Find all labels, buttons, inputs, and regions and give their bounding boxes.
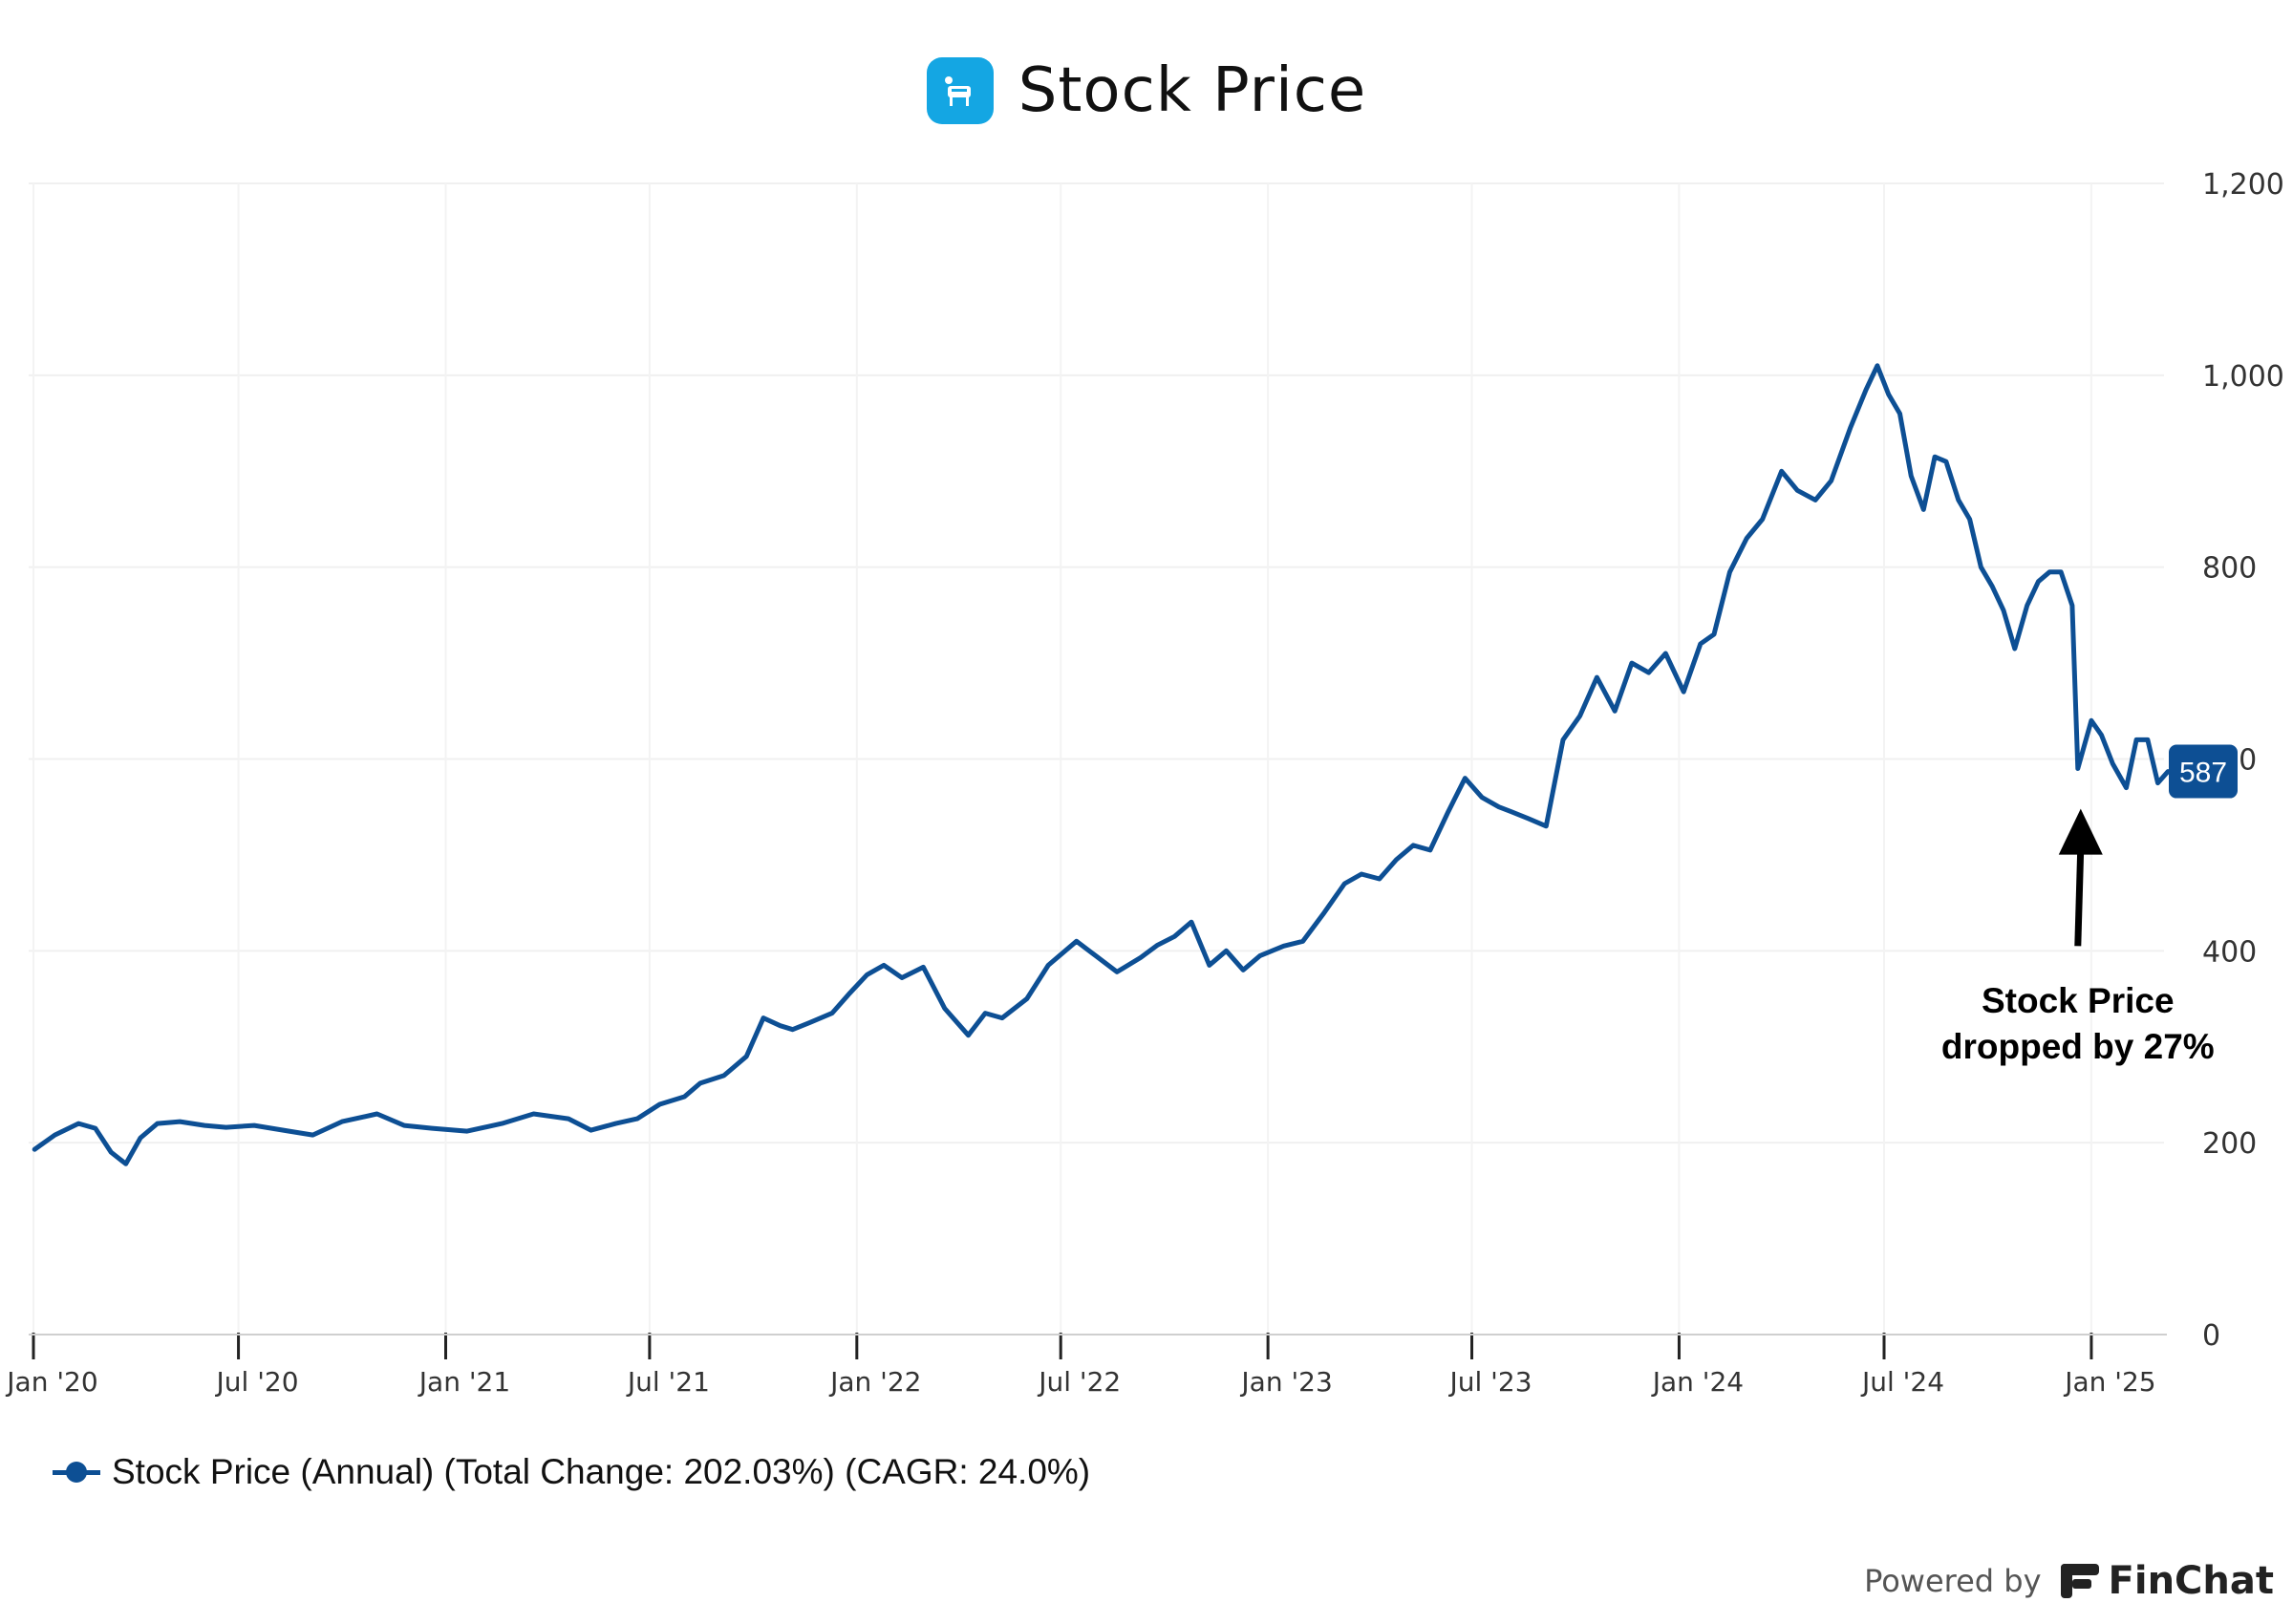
annotation-arrow-shaft [2074,846,2085,947]
x-tick-label: Jan '22 [828,1366,921,1398]
y-tick-label: 400 [2202,935,2257,969]
annotation: Stock Price dropped by 27% [1941,808,2215,1066]
legend-label: Stock Price (Annual) (Total Change: 202.… [112,1452,1091,1491]
grid-lines [29,182,2164,1335]
powered-by-label: Powered by [1864,1563,2042,1599]
x-axis [29,1333,2167,1359]
y-tick-label: 200 [2202,1127,2257,1161]
x-tick-label: Jul '20 [215,1366,299,1398]
y-tick-label: 1,200 [2202,168,2284,202]
finchat-brand: FinChat [2108,1559,2274,1603]
annotation-text: Stock Price [1982,981,2175,1020]
x-axis-labels: Jan '20 Jul '20 Jan '21 Jul '21 Jan '22 Jul '… [5,1366,2155,1398]
x-tick-label: Jan '20 [5,1366,97,1398]
annotation-text: dropped by 27% [1941,1027,2215,1066]
x-tick-label: Jul '22 [1037,1366,1121,1398]
series-layer [32,363,2171,1166]
series-line [32,363,2171,1166]
current-value-label: 587 [2179,758,2227,789]
y-tick-label: 1,000 [2202,360,2284,394]
page-title: Stock Price [1018,55,1367,126]
x-tick-label: Jul '21 [626,1366,710,1398]
company-logo-icon [926,57,994,124]
finchat-logo-icon [2060,1564,2099,1598]
x-tick-label: Jan '21 [418,1366,510,1398]
x-tick-label: Jan '24 [1651,1366,1744,1398]
x-tick-label: Jul '23 [1448,1366,1532,1398]
x-tick-label: Jan '25 [2063,1366,2155,1398]
y-tick-label: 800 [2202,552,2257,586]
chart-header: Stock Price [0,48,2293,134]
annotation-arrow-head [2058,808,2103,855]
current-value-badge-bg [2169,744,2238,799]
y-tick-label: 0 [2202,1319,2220,1353]
x-tick-label: Jul '24 [1860,1366,1944,1398]
footer: Powered by FinChat [1864,1559,2274,1603]
legend[interactable]: Stock Price (Annual) (Total Change: 202.… [53,1452,1090,1492]
x-tick-label: Jan '23 [1239,1366,1332,1398]
bull-glyph [944,76,971,106]
current-value-badge: 587 [2169,744,2238,799]
legend-marker-icon [53,1462,100,1483]
